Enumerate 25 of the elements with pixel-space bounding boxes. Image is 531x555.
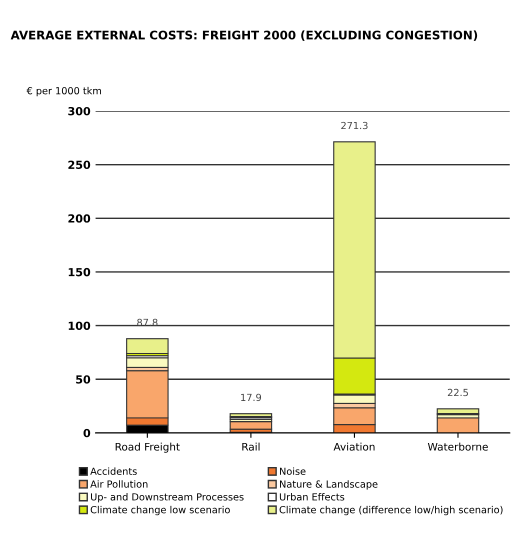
legend-label: Up- and Downstream Processes [91, 493, 244, 502]
x-tick-label: Road Freight [116, 442, 180, 453]
legend-label: Noise [280, 467, 306, 475]
y-tick-label: 150 [68, 268, 90, 276]
x-tick-label: Rail [242, 442, 260, 451]
legend-label: Accidents [90, 467, 137, 475]
y-axis-title: € per 1000 tkm [26, 86, 101, 96]
total-label: 22.5 [448, 388, 468, 396]
total-label: 271.3 [341, 122, 368, 130]
legend-label: Climate change low scenario [90, 506, 230, 516]
legend-label: Nature & Landscape [280, 480, 378, 490]
y-tick-label: 50 [76, 375, 90, 384]
x-tick-label: Aviation [334, 442, 375, 451]
legend-label: Air Pollution [90, 480, 148, 488]
legend-label: Climate change (difference low/high scenario) [280, 506, 503, 516]
y-tick-label: 0 [84, 428, 90, 438]
total-label: 17.9 [241, 394, 262, 402]
y-tick-label: 100 [68, 322, 90, 330]
x-tick-label: Waterborne [428, 442, 488, 451]
chart-title: AVERAGE EXTERNAL COSTS: FREIGHT 2000 (EXCLUDING CONGESTION) [10, 30, 478, 41]
y-tick-label: 200 [68, 214, 90, 223]
total-label: 87.8 [137, 318, 158, 326]
y-tick-label: 300 [68, 106, 90, 116]
y-tick-label: 250 [68, 160, 90, 170]
legend-label: Urban Effects [280, 493, 344, 501]
